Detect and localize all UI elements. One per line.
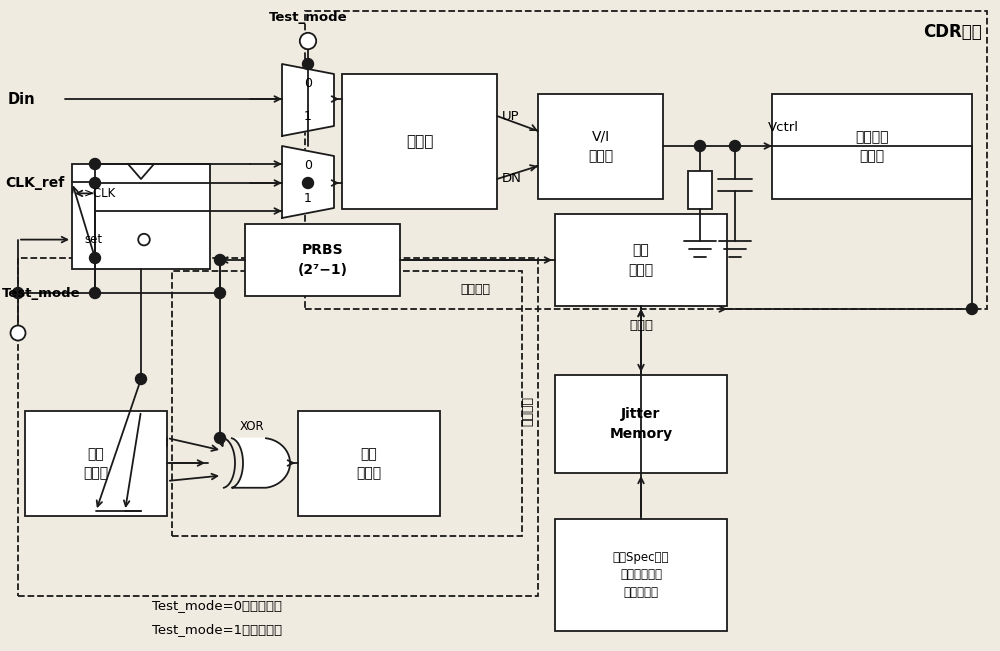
Text: 抖动注入: 抖动注入 [522, 396, 534, 426]
Circle shape [300, 33, 316, 49]
Text: >CLK: >CLK [84, 187, 116, 200]
Text: 0: 0 [304, 77, 312, 90]
Text: 相位
内插器: 相位 内插器 [628, 243, 654, 277]
Circle shape [90, 253, 100, 264]
Text: CLK_ref: CLK_ref [5, 176, 64, 190]
Text: Test_mode: Test_mode [269, 11, 347, 24]
Bar [72, 164, 210, 269]
Bar [538, 94, 663, 199]
Text: 误码检测: 误码检测 [460, 283, 490, 296]
Text: 控制字: 控制字 [629, 319, 653, 332]
Text: V/I
转换器: V/I 转换器 [588, 130, 613, 163]
Circle shape [90, 288, 100, 299]
Bar [555, 375, 727, 473]
Bar [688, 171, 712, 209]
Text: 鉴相器: 鉴相器 [406, 134, 433, 149]
Text: 序列
检测器: 序列 检测器 [83, 447, 109, 480]
Circle shape [694, 141, 706, 152]
Circle shape [302, 59, 314, 70]
Bar [245, 224, 400, 296]
Circle shape [967, 303, 978, 314]
Text: XOR: XOR [240, 419, 264, 432]
Text: 1: 1 [304, 110, 312, 123]
Text: Test_mode=1，测试模式: Test_mode=1，测试模式 [135, 623, 282, 636]
Bar [342, 74, 497, 209]
Bar [772, 94, 972, 199]
Bar [298, 411, 440, 516]
Circle shape [10, 326, 26, 340]
Bar [305, 11, 987, 309]
Circle shape [730, 141, 740, 152]
Circle shape [90, 158, 100, 169]
Text: DN: DN [502, 173, 522, 186]
Circle shape [302, 178, 314, 189]
Text: set: set [84, 233, 102, 246]
Circle shape [90, 178, 100, 189]
Text: Vctrl: Vctrl [768, 121, 799, 134]
Text: Test_mode=0，正常模式: Test_mode=0，正常模式 [135, 599, 282, 612]
Circle shape [214, 255, 226, 266]
Text: UP: UP [502, 109, 520, 122]
Polygon shape [282, 64, 334, 136]
Bar [555, 519, 727, 631]
Text: 环路压控
振荡器: 环路压控 振荡器 [855, 130, 889, 163]
Bar [172, 271, 522, 536]
Text: CDR电路: CDR电路 [923, 23, 982, 41]
Bar [18, 258, 538, 596]
Text: 误码
计数器: 误码 计数器 [356, 447, 382, 480]
Polygon shape [282, 146, 334, 218]
Circle shape [214, 288, 226, 299]
Circle shape [138, 234, 150, 245]
Polygon shape [232, 438, 290, 488]
Bar [555, 214, 727, 306]
Circle shape [214, 432, 226, 443]
Text: 0: 0 [304, 159, 312, 172]
Circle shape [12, 288, 24, 299]
Text: 1: 1 [304, 192, 312, 205]
Bar [25, 411, 167, 516]
Text: PRBS
(2⁷−1): PRBS (2⁷−1) [298, 243, 348, 277]
Text: Jitter
Memory: Jitter Memory [609, 408, 673, 441]
Text: Test_mode: Test_mode [2, 286, 81, 299]
Circle shape [136, 374, 146, 385]
Text: Din: Din [8, 92, 36, 107]
Text: 根据Spec规定
或测试需求得
到抖动数据: 根据Spec规定 或测试需求得 到抖动数据 [613, 551, 669, 600]
